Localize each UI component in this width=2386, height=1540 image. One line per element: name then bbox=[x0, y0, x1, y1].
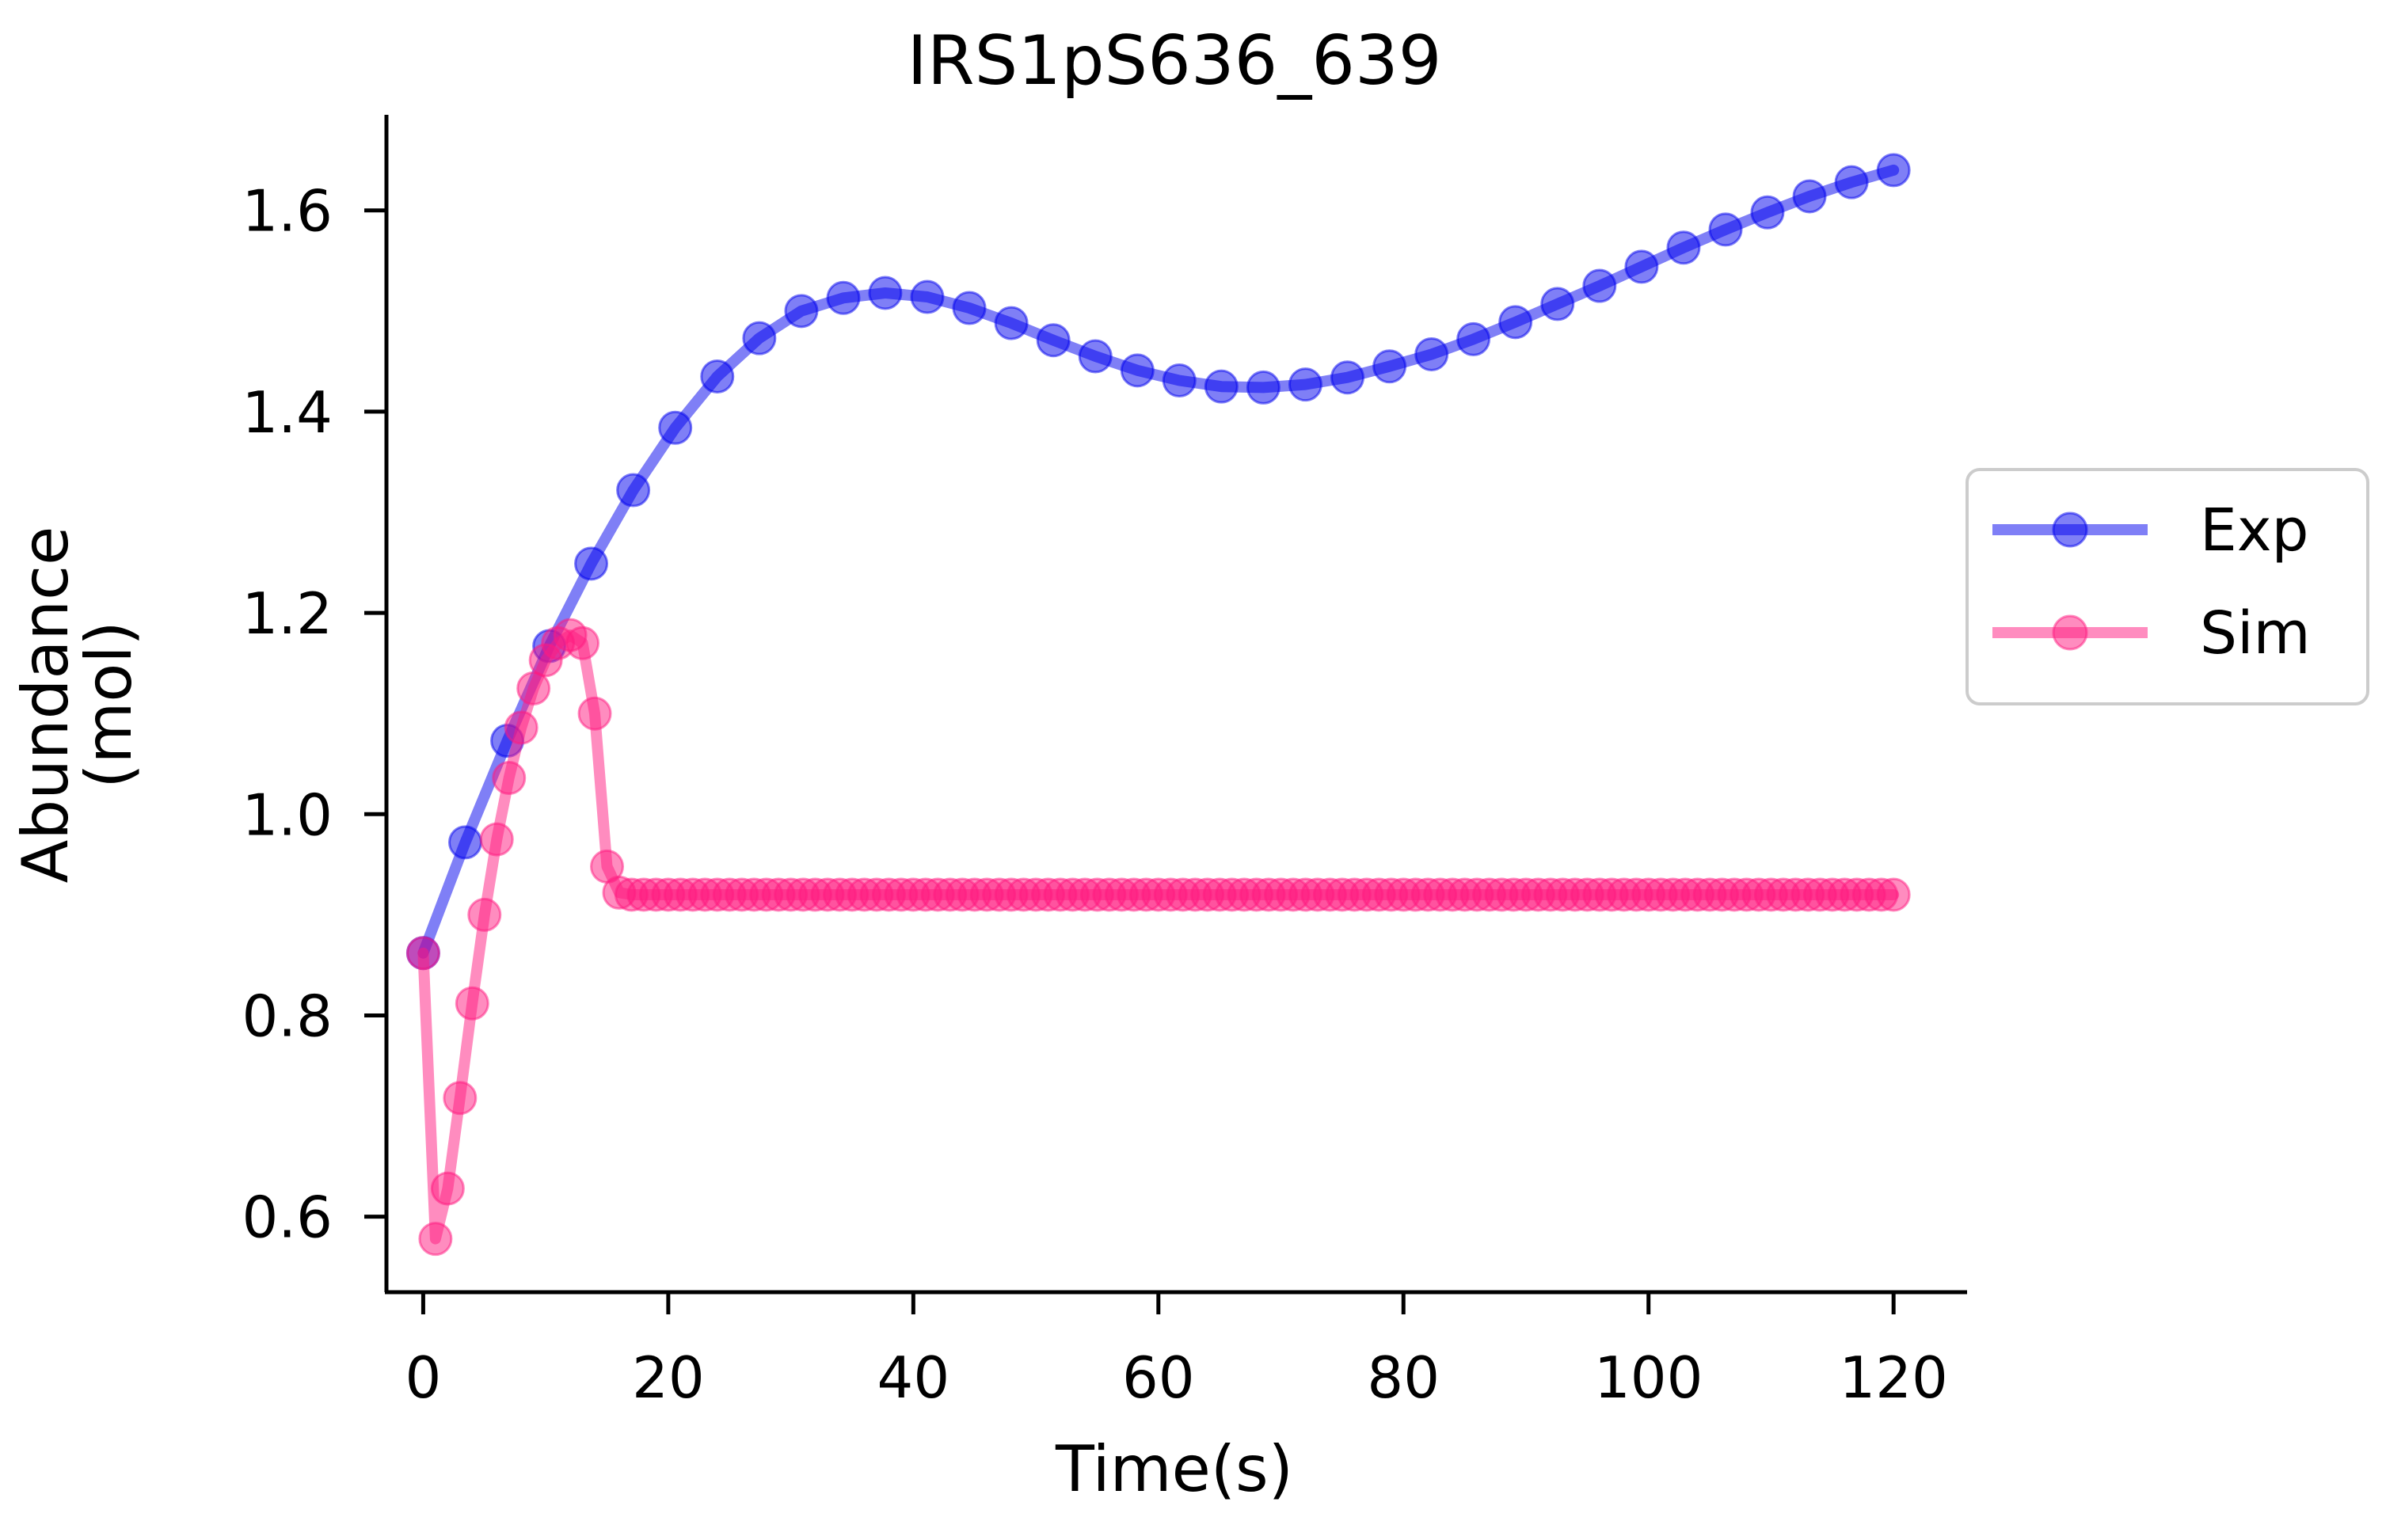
data-point-sim bbox=[492, 761, 527, 796]
data-point-sim bbox=[467, 897, 502, 932]
data-point-exp bbox=[1246, 370, 1281, 405]
data-point-exp bbox=[784, 294, 819, 329]
y-tick-label: 1.4 bbox=[242, 379, 333, 446]
x-tick-label: 20 bbox=[632, 1344, 705, 1411]
data-point-exp bbox=[700, 359, 735, 394]
data-point-exp bbox=[1456, 321, 1491, 356]
data-point-exp bbox=[447, 825, 482, 860]
legend-entry-sim: Sim bbox=[1992, 599, 2311, 667]
data-point-sim bbox=[405, 936, 440, 971]
legend-label-sim: Sim bbox=[2200, 599, 2311, 667]
legend-marker-exp bbox=[2052, 511, 2088, 548]
data-point-sim bbox=[565, 626, 600, 660]
y-axis-title-line-2: (mol) bbox=[72, 621, 146, 789]
data-point-sim bbox=[577, 696, 612, 731]
data-point-sim bbox=[1876, 877, 1911, 912]
x-tick-label: 80 bbox=[1367, 1344, 1440, 1411]
x-tick-label: 100 bbox=[1594, 1344, 1703, 1411]
data-point-exp bbox=[1498, 305, 1533, 340]
data-point-sim bbox=[418, 1222, 453, 1257]
data-point-sim bbox=[430, 1171, 465, 1206]
data-point-exp bbox=[910, 279, 945, 314]
data-point-exp bbox=[1372, 349, 1407, 384]
data-point-exp bbox=[994, 306, 1029, 340]
data-point-exp bbox=[1750, 195, 1785, 230]
data-point-exp bbox=[1708, 212, 1743, 247]
data-point-exp bbox=[826, 280, 861, 315]
y-axis-ticks: 0.6 0.8 1.0 1.2 1.4 1.6 bbox=[242, 178, 386, 1251]
chart-title: IRS1pS636_639 bbox=[908, 21, 1442, 101]
data-point-exp bbox=[1624, 249, 1659, 284]
x-tick-label: 40 bbox=[877, 1344, 950, 1411]
legend: Exp Sim bbox=[1966, 468, 2369, 705]
legend-label-exp: Exp bbox=[2200, 496, 2309, 565]
data-point-sim bbox=[504, 710, 538, 745]
data-point-exp bbox=[952, 291, 987, 325]
data-point-sim bbox=[516, 671, 551, 705]
data-point-sim bbox=[479, 822, 514, 857]
data-point-exp bbox=[1792, 179, 1827, 214]
legend-marker-sim bbox=[2052, 614, 2088, 651]
data-point-exp bbox=[616, 473, 651, 508]
data-point-exp bbox=[1540, 287, 1575, 321]
data-point-exp bbox=[1666, 230, 1701, 265]
data-point-exp bbox=[1162, 363, 1197, 398]
y-tick-label: 0.6 bbox=[242, 1184, 333, 1251]
data-point-sim bbox=[455, 986, 489, 1021]
data-point-exp bbox=[1036, 323, 1071, 358]
data-point-exp bbox=[574, 546, 609, 581]
data-point-exp bbox=[1582, 268, 1617, 303]
data-point-exp bbox=[1204, 369, 1239, 404]
data-point-exp bbox=[658, 410, 693, 445]
data-point-exp bbox=[1834, 165, 1869, 200]
series-exp bbox=[405, 153, 1911, 971]
y-axis-title: Abundance (mol) bbox=[9, 527, 146, 884]
x-axis-ticks: 0 20 40 60 80 100 120 bbox=[405, 1292, 1948, 1411]
x-tick-label: 120 bbox=[1839, 1344, 1947, 1411]
data-point-exp bbox=[1330, 360, 1365, 395]
series-sim bbox=[405, 618, 1911, 1257]
x-axis-title: Time(s) bbox=[1055, 1432, 1293, 1506]
y-tick-label: 1.6 bbox=[242, 178, 333, 245]
data-point-exp bbox=[742, 321, 777, 356]
plot-series bbox=[405, 153, 1911, 1257]
data-point-exp bbox=[1078, 339, 1113, 374]
data-point-exp bbox=[868, 276, 903, 310]
x-tick-label: 0 bbox=[405, 1344, 442, 1411]
y-tick-label: 0.8 bbox=[242, 983, 333, 1049]
data-point-exp bbox=[1414, 337, 1449, 371]
data-point-exp bbox=[1120, 353, 1155, 388]
data-point-exp bbox=[1288, 367, 1322, 402]
y-axis-title-line-1: Abundance bbox=[9, 527, 82, 884]
data-point-exp bbox=[1876, 153, 1911, 188]
y-tick-label: 1.0 bbox=[242, 781, 333, 848]
x-tick-label: 60 bbox=[1122, 1344, 1195, 1411]
data-point-sim bbox=[443, 1081, 478, 1116]
legend-entry-exp: Exp bbox=[1992, 496, 2309, 565]
y-tick-label: 1.2 bbox=[242, 580, 333, 647]
